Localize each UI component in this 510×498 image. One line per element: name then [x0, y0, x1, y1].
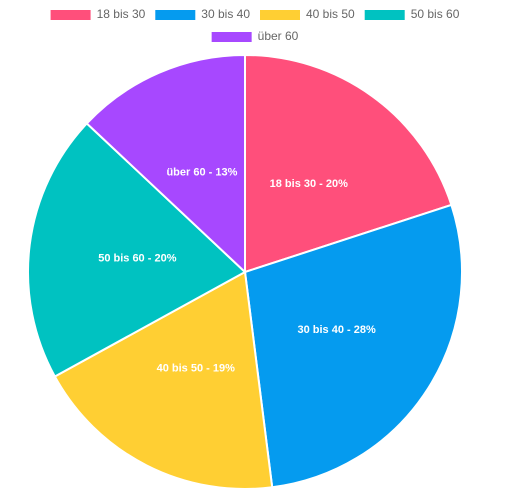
slice-label: 18 bis 30 - 20%: [270, 178, 348, 190]
legend-item: 30 bis 40: [155, 7, 250, 21]
slice-label: über 60 - 13%: [166, 166, 237, 178]
pie-slice: [53, 270, 274, 490]
legend-label: über 60: [258, 29, 299, 43]
legend-swatch: [155, 10, 196, 20]
legend-label: 18 bis 30: [97, 7, 146, 21]
legend-item: 18 bis 30: [50, 7, 146, 21]
legend-swatch: [211, 32, 252, 42]
pie-slice: [27, 122, 247, 378]
pie-slice: [85, 53, 246, 275]
legend-label: 40 bis 50: [306, 7, 355, 21]
legend-swatch: [260, 10, 300, 20]
pie-slice: [244, 53, 453, 274]
slice-label: 40 bis 50 - 19%: [157, 363, 235, 375]
pie-slice: [243, 203, 463, 489]
slice-label: 30 bis 40 - 28%: [297, 324, 375, 336]
legend-swatch: [50, 10, 91, 20]
slice-label: 50 bis 60 - 20%: [98, 252, 176, 264]
legend-label: 30 bis 40: [201, 7, 250, 21]
legend-swatch: [364, 10, 405, 20]
legend-item: 50 bis 60: [364, 7, 460, 21]
legend-item: 40 bis 50: [260, 7, 355, 21]
legend-item: über 60: [211, 29, 299, 43]
legend-label: 50 bis 60: [411, 7, 460, 21]
